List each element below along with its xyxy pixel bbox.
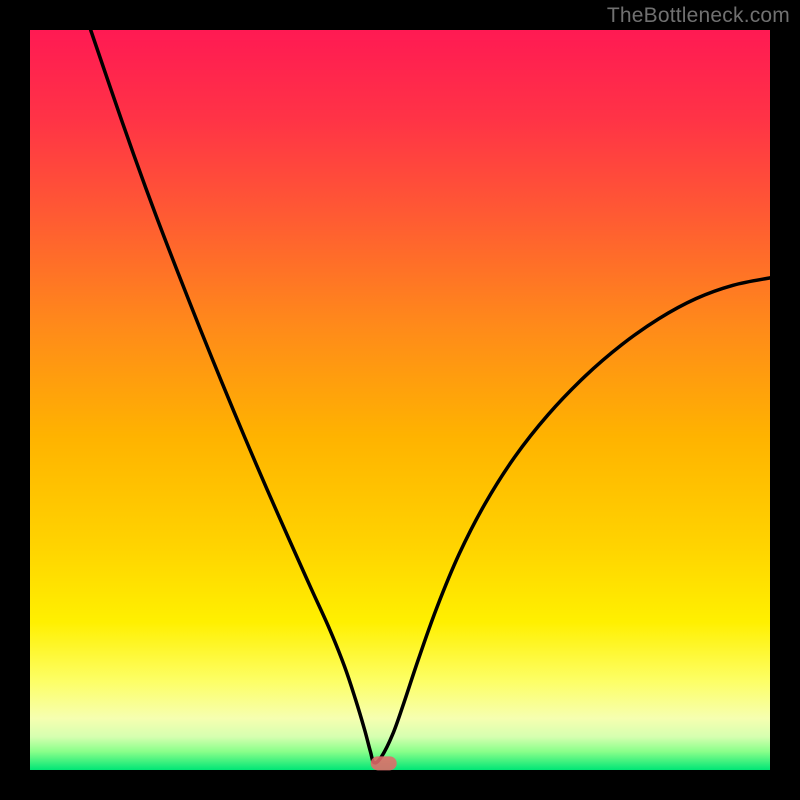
chart-container: TheBottleneck.com	[0, 0, 800, 800]
optimum-marker	[371, 756, 397, 770]
plot-background	[30, 30, 770, 770]
watermark-text: TheBottleneck.com	[607, 4, 790, 28]
bottleneck-chart-svg	[0, 0, 800, 800]
